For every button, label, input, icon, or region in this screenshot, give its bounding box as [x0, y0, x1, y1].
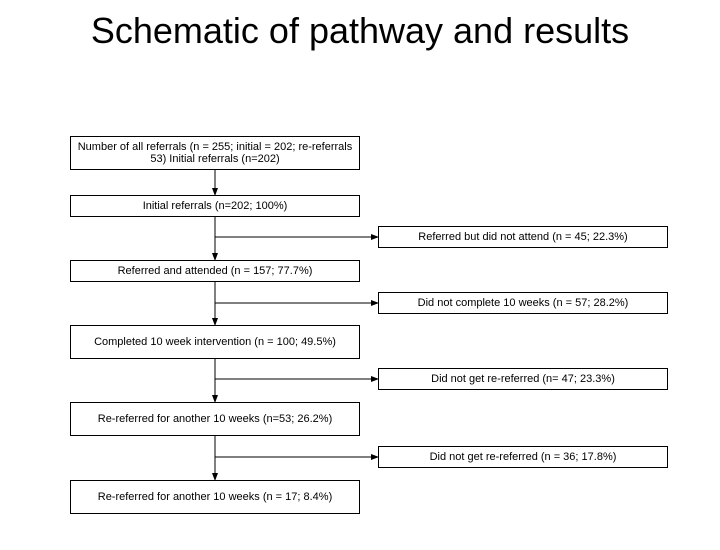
- box-rereferred-2: Re-referred for another 10 weeks (n = 17…: [70, 480, 360, 514]
- box-completed-10wk: Completed 10 week intervention (n = 100;…: [70, 325, 360, 359]
- box-did-not-complete: Did not complete 10 weeks (n = 57; 28.2%…: [378, 292, 668, 314]
- box-all-referrals: Number of all referrals (n = 255; initia…: [70, 136, 360, 170]
- box-rereferred-1: Re-referred for another 10 weeks (n=53; …: [70, 402, 360, 436]
- box-initial-referrals: Initial referrals (n=202; 100%): [70, 195, 360, 217]
- box-referred-not-attend: Referred but did not attend (n = 45; 22.…: [378, 226, 668, 248]
- box-referred-attended: Referred and attended (n = 157; 77.7%): [70, 260, 360, 282]
- page-title: Schematic of pathway and results: [0, 10, 720, 51]
- box-not-rereferred-1: Did not get re-referred (n= 47; 23.3%): [378, 368, 668, 390]
- box-not-rereferred-2: Did not get re-referred (n = 36; 17.8%): [378, 446, 668, 468]
